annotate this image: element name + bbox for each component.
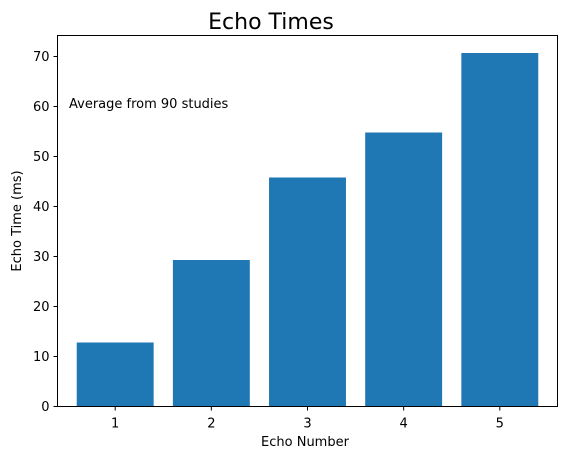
bar-1 <box>76 342 154 407</box>
y-tick-label: 40 <box>33 200 50 215</box>
y-tick-label: 20 <box>33 300 50 315</box>
chart-annotation: Average from 90 studies <box>69 97 229 112</box>
y-tick-label: 30 <box>33 250 50 265</box>
y-axis-ticks: 0 10 20 30 40 50 60 70 <box>33 50 58 415</box>
x-tick-label: 4 <box>400 417 408 432</box>
x-tick-label: 5 <box>496 417 504 432</box>
y-tick-label: 50 <box>33 150 50 165</box>
y-tick-label: 70 <box>33 50 50 65</box>
plot-frame <box>57 35 558 407</box>
bar-4 <box>365 132 443 407</box>
x-tick-label: 1 <box>111 417 119 432</box>
bar-3 <box>269 177 346 407</box>
y-axis-label: Echo Time (ms) <box>10 170 25 271</box>
x-tick-label: 3 <box>303 417 311 432</box>
bar-5 <box>461 53 539 407</box>
x-tick-label: 2 <box>207 417 215 432</box>
bars-group <box>76 53 539 407</box>
y-tick-label: 10 <box>33 350 50 365</box>
chart-title: Echo Times <box>208 10 334 35</box>
bar-2 <box>172 260 250 407</box>
x-axis-ticks: 1 2 3 4 5 <box>111 406 504 432</box>
x-axis-label: Echo Number <box>261 435 350 450</box>
y-tick-label: 60 <box>33 100 50 115</box>
y-tick-label: 0 <box>41 400 49 415</box>
